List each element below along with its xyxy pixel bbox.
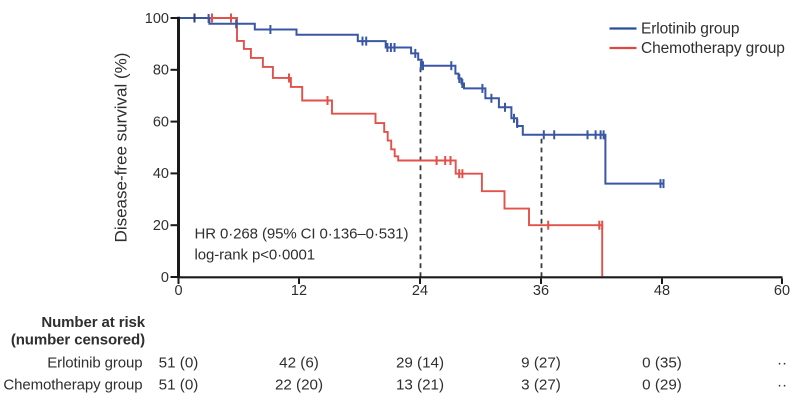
svg-text:80: 80 xyxy=(153,63,169,79)
svg-text:48: 48 xyxy=(654,283,670,299)
svg-text:Erlotinib group: Erlotinib group xyxy=(47,355,142,372)
svg-text:60: 60 xyxy=(153,114,169,130)
svg-text:9 (27): 9 (27) xyxy=(521,355,561,372)
svg-text:20: 20 xyxy=(153,218,169,234)
svg-text:Number at risk: Number at risk xyxy=(41,314,145,331)
svg-text:3 (27): 3 (27) xyxy=(521,377,561,394)
svg-text:60: 60 xyxy=(774,283,790,299)
svg-text:··: ·· xyxy=(777,377,787,394)
svg-text:22 (20): 22 (20) xyxy=(275,377,323,394)
svg-text:100: 100 xyxy=(145,11,169,27)
svg-text:0: 0 xyxy=(161,270,169,286)
svg-text:24: 24 xyxy=(412,283,428,299)
svg-text:0: 0 xyxy=(174,283,182,299)
svg-text:Chemotherapy group: Chemotherapy group xyxy=(3,377,142,394)
svg-text:Chemotherapy group: Chemotherapy group xyxy=(641,40,785,57)
svg-text:36: 36 xyxy=(533,283,549,299)
svg-text:29 (14): 29 (14) xyxy=(396,355,444,372)
svg-text:(number censored): (number censored) xyxy=(11,332,145,349)
svg-text:0 (35): 0 (35) xyxy=(642,355,682,372)
svg-text:12: 12 xyxy=(291,283,307,299)
svg-text:42 (6): 42 (6) xyxy=(279,355,319,372)
svg-text:log-rank p<0·0001: log-rank p<0·0001 xyxy=(195,247,315,264)
svg-text:51 (0): 51 (0) xyxy=(159,377,199,394)
svg-text:HR 0·268 (95% CI 0·136–0·531): HR 0·268 (95% CI 0·136–0·531) xyxy=(195,226,409,243)
svg-text:Disease-free survival (%): Disease-free survival (%) xyxy=(112,53,131,243)
svg-text:13 (21): 13 (21) xyxy=(396,377,444,394)
svg-text:40: 40 xyxy=(153,166,169,182)
svg-text:51 (0): 51 (0) xyxy=(159,355,199,372)
svg-text:··: ·· xyxy=(777,355,787,372)
svg-text:0 (29): 0 (29) xyxy=(642,377,682,394)
svg-text:Erlotinib group: Erlotinib group xyxy=(641,21,739,38)
